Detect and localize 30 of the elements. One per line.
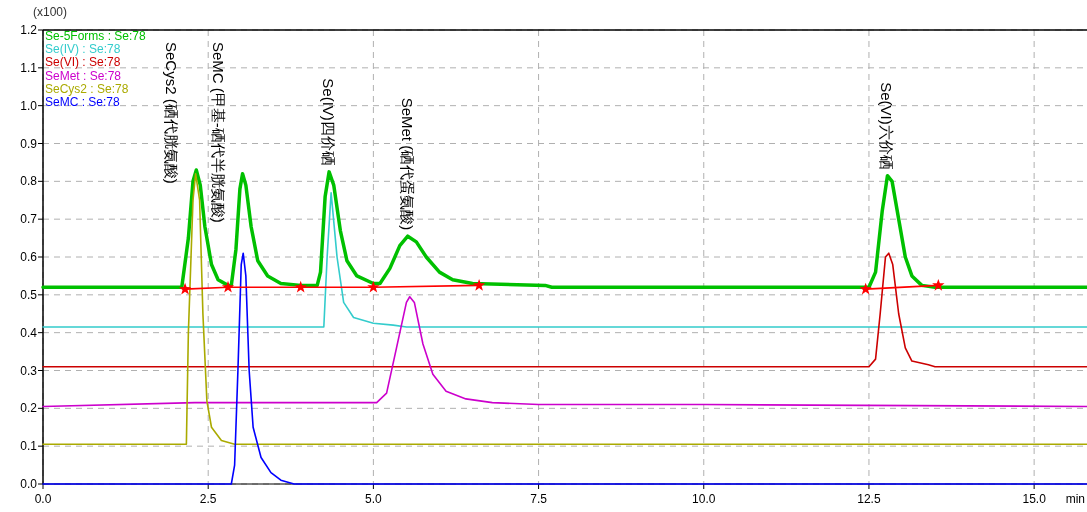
x-tick-label: 5.0 xyxy=(365,492,383,506)
line-series xyxy=(42,295,1087,408)
y-tick-label: 1.2 xyxy=(20,23,38,37)
y-tick-label: 0.9 xyxy=(20,136,38,151)
x-tick-label: 12.5 xyxy=(857,492,881,506)
y-tick-label: 0.7 xyxy=(20,212,38,227)
x-tick-label: 15.0 xyxy=(1022,492,1047,506)
x-tick-label: 7.5 xyxy=(530,492,548,506)
y-tick-label: 0.5 xyxy=(20,287,38,302)
annotation: SeMet (硒代蛋氨酸) xyxy=(398,97,416,231)
y-axis-title: (x100) xyxy=(33,5,68,19)
y-tick-label: 1.1 xyxy=(20,60,38,75)
x-tick-label: 0.0 xyxy=(34,492,52,506)
legend: Se-5Forms : Se:78 Se(IV) : Se:78 Se(VI) : Se:78 SeMet : Se:78 SeCys2 : Se:78 SeMC : Se:78 xyxy=(45,29,146,109)
y-tick-label: 0.0 xyxy=(20,477,38,491)
annotation: SeCys2 (硒代胱氨酸) xyxy=(163,42,181,184)
annotation: Se(IV)四价硒 xyxy=(320,78,338,166)
annotation: Se(VI)六价硒 xyxy=(878,82,896,170)
y-tick-label: 0.8 xyxy=(20,174,38,189)
y-tick-label: 0.3 xyxy=(20,363,38,378)
x-tick-label: 2.5 xyxy=(199,492,217,506)
annotation: SeMC (甲基-硒代半胱氨酸) xyxy=(209,42,227,223)
y-tick-label: 0.2 xyxy=(20,401,38,416)
y-tick-label: 0.6 xyxy=(20,250,38,264)
y-tick-label: 1.0 xyxy=(20,98,38,113)
y-tick-label: 0.1 xyxy=(20,439,38,454)
x-tick-label: 10.0 xyxy=(692,492,716,506)
y-tick-label: 0.4 xyxy=(20,325,38,340)
line-series xyxy=(42,252,1087,368)
x-axis-title: min xyxy=(1065,492,1085,506)
